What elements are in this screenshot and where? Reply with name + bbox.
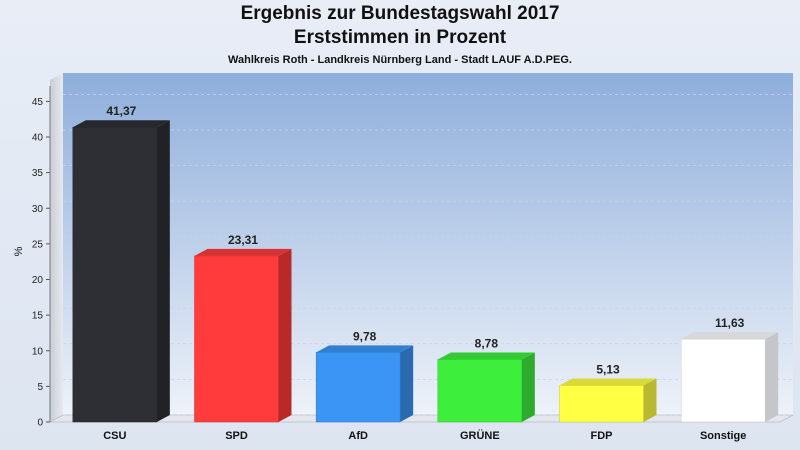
bar-fdp: 5,13: [559, 362, 657, 423]
y-axis-label: %: [13, 246, 25, 256]
bar-value-label: 23,31: [228, 233, 258, 247]
bar-front: [437, 359, 523, 423]
category-label: AfD: [348, 430, 368, 442]
bar-top: [681, 332, 779, 340]
bar-front: [194, 255, 279, 423]
category-label: SPD: [225, 430, 248, 442]
bar-csu: 41,37: [72, 104, 170, 423]
bar-front: [680, 338, 766, 423]
bar-top: [316, 345, 414, 353]
y-axis-ticks: 0 5 10 15 20 25 30 35 40 45: [32, 86, 51, 429]
y-tick-label: 40: [32, 133, 44, 144]
bar-side: [278, 248, 292, 422]
y-tick-label: 0: [37, 418, 43, 429]
chart-sub-subtitle: Wahlkreis Roth - Landkreis Nürnberg Land…: [228, 54, 572, 66]
bar-side: [156, 120, 170, 423]
bar-top: [194, 248, 292, 256]
bar-value-label: 8,78: [475, 336, 499, 350]
y-tick-label: 45: [32, 97, 44, 108]
bar-side: [765, 332, 779, 422]
bar-spd: 23,31: [194, 233, 292, 423]
chart-title: Ergebnis zur Bundestagswahl 2017: [240, 3, 560, 24]
bars: 41,37 23,31 9,78 8,78 5,13 11,63: [72, 104, 779, 423]
bar-top: [437, 352, 535, 360]
y-tick-label: 25: [32, 239, 44, 250]
plot-left-wall: [50, 73, 63, 422]
bar-side: [643, 378, 657, 422]
bar-grüne: 8,78: [437, 336, 535, 423]
category-label: GRÜNE: [460, 429, 500, 442]
bar-side: [521, 352, 535, 422]
bar-value-label: 9,78: [353, 329, 377, 343]
bar-front: [559, 385, 644, 423]
bar-top: [559, 378, 657, 386]
bar-front: [72, 126, 158, 423]
category-label: FDP: [591, 430, 613, 442]
y-tick-label: 10: [32, 346, 44, 357]
y-tick-label: 30: [32, 204, 44, 215]
bar-value-label: 41,37: [106, 104, 136, 118]
y-tick-label: 5: [37, 382, 43, 393]
chart-subtitle: Erststimmen in Prozent: [293, 27, 507, 48]
bar-top: [72, 120, 170, 128]
y-tick-label: 15: [32, 311, 44, 322]
bar-sonstige: 11,63: [680, 316, 779, 423]
category-label: Sonstige: [700, 430, 746, 442]
y-tick-label: 20: [32, 275, 44, 286]
bar-afd: 9,78: [315, 329, 414, 423]
x-axis-labels: CSU SPD AfD GRÜNE FDP Sonstige: [103, 429, 746, 442]
category-label: CSU: [103, 430, 126, 442]
bar-value-label: 5,13: [596, 362, 620, 376]
bar-value-label: 11,63: [715, 316, 745, 330]
bar-side: [400, 345, 414, 422]
y-tick-label: 35: [32, 168, 44, 179]
gridlines: [63, 93, 793, 416]
bar-front: [315, 352, 401, 423]
